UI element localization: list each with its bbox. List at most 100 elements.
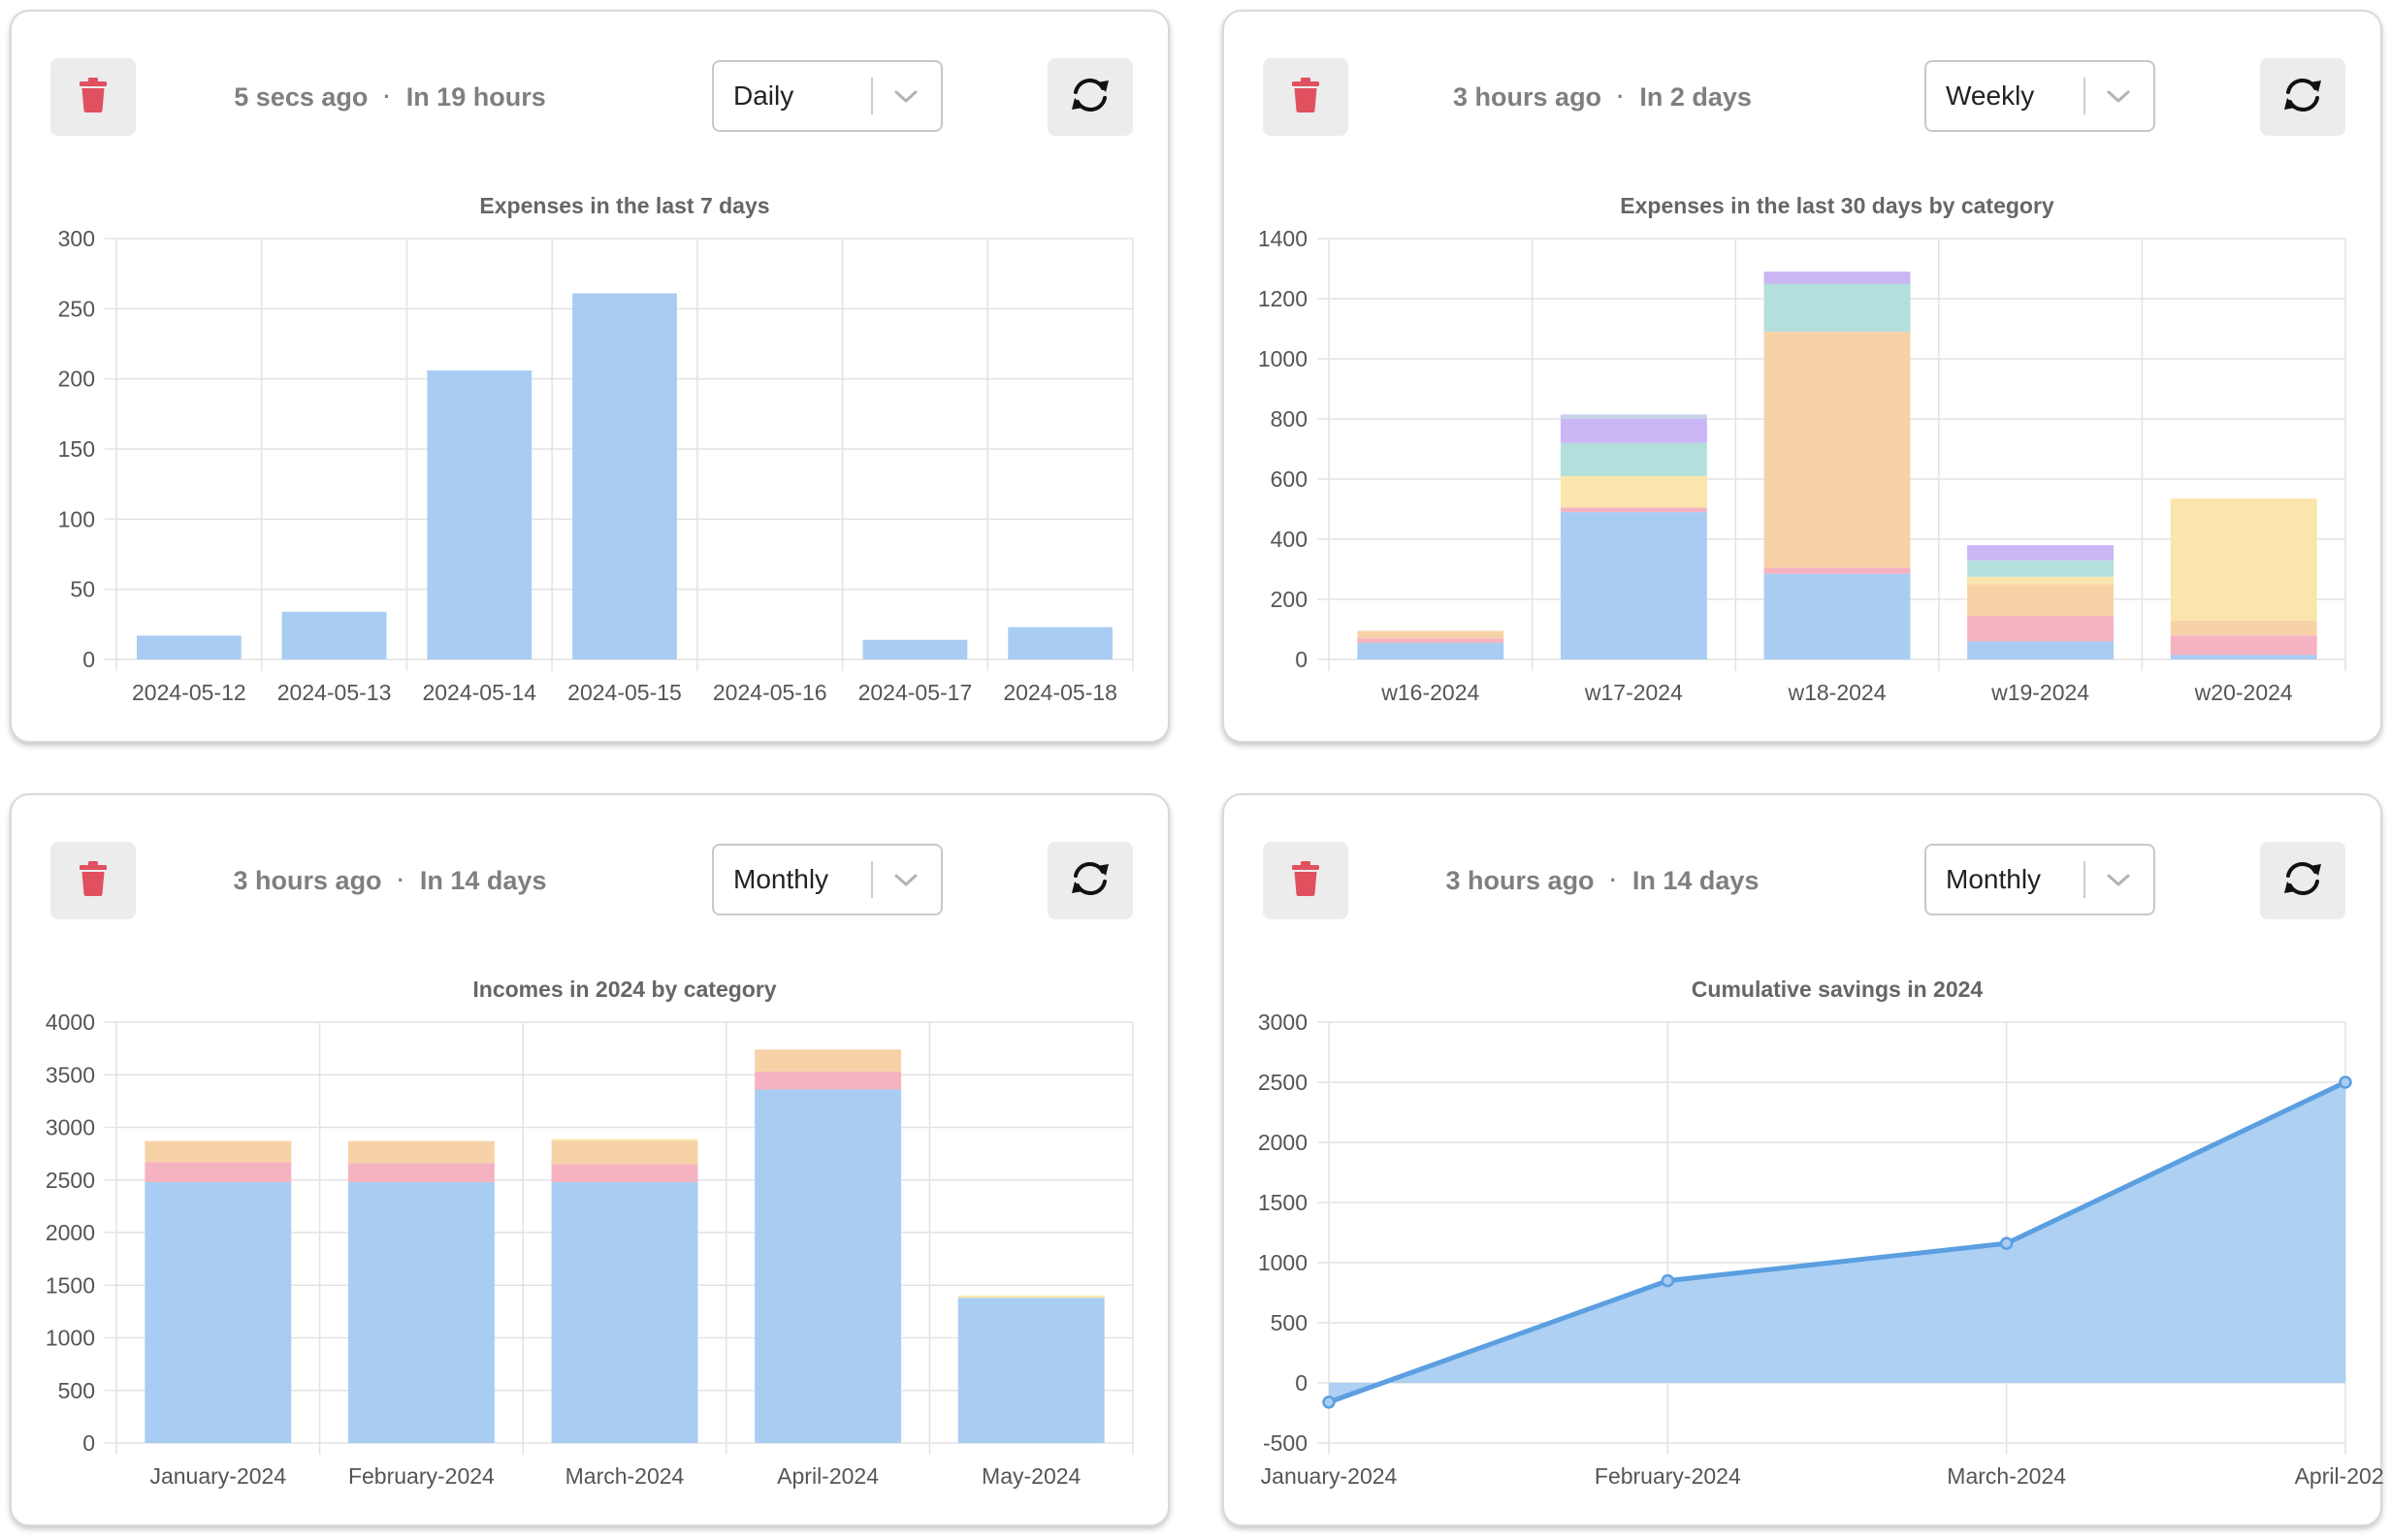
bar-segment (427, 369, 533, 659)
y-tick-label: 3000 (46, 1115, 95, 1140)
x-tick-label: April-2024 (777, 1463, 879, 1489)
x-tick-label: 2024-05-18 (1003, 680, 1117, 705)
chevron-down-icon (2101, 865, 2136, 894)
trash-icon (79, 860, 108, 901)
frequency-value: Weekly (1946, 80, 2035, 111)
y-tick-label: 0 (1295, 1370, 1308, 1396)
y-tick-label: 1500 (46, 1272, 95, 1298)
bar-segment (145, 1140, 292, 1163)
chart-title: Cumulative savings in 2024 (1692, 977, 1984, 1002)
x-tick-label: 2024-05-16 (713, 680, 827, 705)
y-tick-label: 0 (82, 1430, 95, 1456)
y-tick-label: 500 (58, 1378, 95, 1403)
last-updated: 3 hours ago (233, 865, 382, 895)
refresh-icon (2281, 76, 2324, 119)
status-separator: · (1609, 868, 1617, 892)
y-tick-label: 400 (1271, 527, 1308, 552)
bar-segment (136, 635, 242, 659)
frequency-select[interactable]: Monthly (712, 844, 943, 915)
x-tick-label: March-2024 (565, 1463, 685, 1489)
bar-segment (1967, 641, 2115, 659)
chevron-down-icon (888, 865, 923, 894)
update-status: 3 hours ago · In 2 days (1379, 66, 1825, 128)
bar-segment (1763, 567, 1911, 574)
refresh-icon (1069, 859, 1112, 903)
bar-segment (2170, 498, 2317, 621)
refresh-button[interactable] (2260, 842, 2345, 919)
y-tick-label: 250 (58, 296, 95, 321)
data-point[interactable] (2339, 1075, 2352, 1089)
bar-segment (1560, 507, 1707, 513)
delete-button[interactable] (1263, 58, 1348, 136)
next-update: In 14 days (419, 865, 547, 895)
next-update: In 14 days (1631, 865, 1760, 895)
x-tick-label: January-2024 (149, 1463, 286, 1489)
y-tick-label: 1000 (46, 1326, 95, 1351)
bar-segment (2170, 620, 2317, 636)
series-line (1328, 1079, 2347, 1405)
bar-segment (2170, 655, 2317, 659)
y-tick-label: 2500 (46, 1168, 95, 1193)
widget-body: 3 hours ago · In 14 days Monthly Incomes in … (12, 795, 1172, 1528)
bar-segment (755, 1089, 902, 1443)
bar-segment (1008, 626, 1114, 659)
bar-segment (347, 1163, 495, 1182)
delete-button[interactable] (50, 842, 136, 919)
refresh-button[interactable] (1048, 58, 1133, 136)
bar-segment (1560, 419, 1707, 443)
bar-segment (1967, 616, 2115, 642)
y-tick-label: 2000 (46, 1220, 95, 1245)
refresh-button[interactable] (1048, 842, 1133, 919)
x-tick-label: January-2024 (1261, 1463, 1398, 1489)
y-tick-label: 0 (82, 647, 95, 672)
widget-body: 5 secs ago · In 19 hours Daily Expenses in t… (12, 12, 1172, 745)
bar-segment (347, 1181, 495, 1443)
y-tick-label: 3500 (46, 1062, 95, 1087)
bar-segment (2170, 635, 2317, 656)
bar-segment (1763, 332, 1911, 568)
frequency-value: Monthly (1946, 864, 2042, 894)
y-tick-label: 4000 (46, 1010, 95, 1035)
x-tick-label: w19-2024 (1990, 680, 2089, 705)
select-divider (871, 861, 873, 898)
bar-segment (1357, 630, 1504, 639)
bar-segment (145, 1181, 292, 1443)
refresh-button[interactable] (2260, 58, 2345, 136)
last-updated: 3 hours ago (1445, 865, 1595, 895)
x-tick-label: w18-2024 (1787, 680, 1886, 705)
x-tick-label: 2024-05-17 (858, 680, 973, 705)
last-updated: 5 secs ago (234, 81, 369, 112)
bar-segment (755, 1049, 902, 1072)
bar-segment (1763, 573, 1911, 659)
data-point[interactable] (1322, 1396, 1336, 1409)
data-point[interactable] (1999, 1236, 2014, 1250)
x-tick-label: w16-2024 (1380, 680, 1479, 705)
delete-button[interactable] (1263, 842, 1348, 919)
bar-segment (551, 1164, 698, 1182)
data-point[interactable] (1661, 1273, 1675, 1288)
update-status: 5 secs ago · In 19 hours (167, 66, 613, 128)
bar-segment (957, 1296, 1105, 1299)
chart-title: Expenses in the last 7 days (479, 193, 769, 218)
frequency-value: Monthly (733, 864, 829, 894)
status-separator: · (1617, 84, 1625, 109)
bar-segment (1763, 272, 1911, 284)
bar-segment (551, 1181, 698, 1443)
bar-segment (1967, 560, 2115, 577)
frequency-select[interactable]: Weekly (1924, 60, 2155, 132)
bar-segment (281, 611, 387, 659)
next-update: In 2 days (1639, 81, 1752, 112)
last-updated: 3 hours ago (1453, 81, 1602, 112)
frequency-select[interactable]: Daily (712, 60, 943, 132)
bar-segment (1967, 576, 2115, 585)
select-divider (871, 78, 873, 114)
y-tick-label: 1400 (1258, 226, 1308, 251)
chart-title: Incomes in 2024 by category (472, 977, 776, 1002)
y-tick-label: 1000 (1258, 346, 1308, 371)
y-tick-label: 1500 (1258, 1190, 1308, 1215)
frequency-select[interactable]: Monthly (1924, 844, 2155, 915)
bar-segment (862, 639, 968, 659)
bar-segment (1560, 512, 1707, 659)
delete-button[interactable] (50, 58, 136, 136)
chart-svg: Cumulative savings in 2024 -500 0 500 1000 15… (1258, 977, 2384, 1489)
